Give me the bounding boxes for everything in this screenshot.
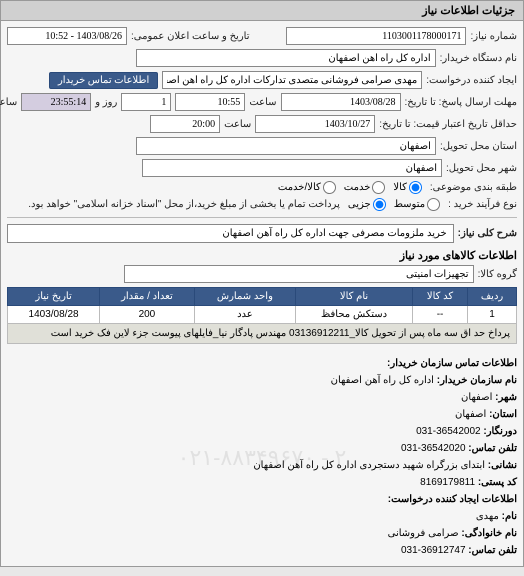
subject-khadamat-radio[interactable]: خدمت xyxy=(344,181,386,194)
purchase-medium-radio[interactable]: متوسط xyxy=(394,198,440,211)
validity-label: حداقل تاریخ اعتبار قیمت: تا تاریخ: xyxy=(379,119,517,130)
details-panel: جزئیات اطلاعات نیاز شماره نیاز: تاریخ و … xyxy=(0,0,524,567)
province-label: شهر: xyxy=(495,392,517,403)
postcode-value: 8169179811 xyxy=(420,477,475,488)
deadline-date-input[interactable] xyxy=(281,93,401,111)
org-label: نام سازمان خریدار: xyxy=(437,375,517,386)
table-cell: 1 xyxy=(468,306,517,324)
table-header: نام کالا xyxy=(296,288,413,306)
delivery-city-input[interactable] xyxy=(142,159,442,177)
table-cell: دستکش محافظ xyxy=(296,306,413,324)
table-note-row: پرداخ حد اق سه ماه پس از تحویل کالا_0313… xyxy=(8,324,517,344)
subject-both-radio[interactable]: کالا/خدمت xyxy=(278,181,336,194)
table-cell: -- xyxy=(413,306,468,324)
address-value: ابتدای بزرگراه شهید دستجردی اداره کل راه… xyxy=(253,460,485,471)
contact-section: ۰۲۱-۸۸۳۴۹۶۷۰ - ۲ اطلاعات تماس سازمان خری… xyxy=(1,350,523,566)
name-label: نام: xyxy=(502,511,517,522)
need-number-input[interactable] xyxy=(286,27,466,45)
deadline-time-label: ساعت xyxy=(249,97,276,108)
table-row: 1--دستکش محافظعدد2001403/08/28 xyxy=(8,306,517,324)
need-desc-label: شرح کلی نیاز: xyxy=(458,228,517,239)
table-cell: 200 xyxy=(100,306,195,324)
address-label: نشانی: xyxy=(488,460,517,471)
phone-label: تلفن تماس: xyxy=(468,443,517,454)
city-label: استان: xyxy=(489,409,517,420)
fax-value: 36542002-031 xyxy=(416,426,481,437)
panel-title: جزئیات اطلاعات نیاز xyxy=(1,1,523,21)
province-value: اصفهان xyxy=(461,392,492,403)
need-number-label: شماره نیاز: xyxy=(470,31,517,42)
family-value: صرامی فروشانی xyxy=(388,528,459,539)
phone-value: 36542020-031 xyxy=(401,443,466,454)
announce-datetime-input[interactable] xyxy=(7,27,127,45)
purchase-type-label: نوع فرآیند خرید : xyxy=(448,199,517,210)
buyer-org-input[interactable] xyxy=(136,49,436,67)
deadline-time-input[interactable] xyxy=(175,93,245,111)
remaining-suffix: ساعت باقی مانده xyxy=(0,97,17,108)
subject-kala-radio[interactable]: کالا xyxy=(393,181,422,194)
postcode-label: کد پستی: xyxy=(478,477,517,488)
purchase-partial-radio[interactable]: جزیی xyxy=(348,198,386,211)
need-desc-box: خرید ملزومات مصرفی جهت اداره کل راه آهن … xyxy=(7,224,454,243)
delivery-province-input[interactable] xyxy=(136,137,436,155)
remaining-days-label: روز و xyxy=(95,97,117,108)
family-label: نام خانوادگی: xyxy=(461,528,517,539)
delivery-province-label: استان محل تحویل: xyxy=(440,141,517,152)
org-value: اداره کل راه آهن اصفهان xyxy=(331,375,434,386)
goods-group-label: گروه کالا: xyxy=(478,269,517,280)
table-cell: 1403/08/28 xyxy=(8,306,100,324)
purchase-note: پرداخت تمام یا بخشی از مبلغ خرید،از محل … xyxy=(28,199,340,210)
requester-label: ایجاد کننده درخواست: xyxy=(426,75,517,86)
validity-date-input[interactable] xyxy=(255,115,375,133)
table-cell: عدد xyxy=(194,306,295,324)
form-area: شماره نیاز: تاریخ و ساعت اعلان عمومی: نا… xyxy=(1,21,523,350)
goods-group-input[interactable] xyxy=(124,265,474,283)
contact-title1: اطلاعات تماس سازمان خریدار: xyxy=(7,356,517,372)
table-header: تاریخ نیاز xyxy=(8,288,100,306)
deadline-label: مهلت ارسال پاسخ: تا تاریخ: xyxy=(405,97,517,108)
table-header: واحد شمارش xyxy=(194,288,295,306)
city-value: اصفهان xyxy=(455,409,486,420)
phone2-value: 36912747-031 xyxy=(401,545,466,556)
buyer-org-label: نام دستگاه خریدار: xyxy=(440,53,517,64)
subject-type-label: طبقه بندی موضوعی: xyxy=(430,182,517,193)
name-value: مهدی xyxy=(476,511,499,522)
phone2-label: تلفن تماس: xyxy=(468,545,517,556)
delivery-city-label: شهر محل تحویل: xyxy=(446,163,517,174)
remaining-days-input[interactable] xyxy=(121,93,171,111)
goods-table: ردیفکد کالانام کالاواحد شمارشتعداد / مقد… xyxy=(7,287,517,344)
buyer-contact-button[interactable]: اطلاعات تماس خریدار xyxy=(49,72,158,89)
validity-time-input[interactable] xyxy=(150,115,220,133)
validity-time-label: ساعت xyxy=(224,119,251,130)
fax-label: دورنگار: xyxy=(483,426,517,437)
announce-datetime-label: تاریخ و ساعت اعلان عمومی: xyxy=(131,31,250,42)
table-header: ردیف xyxy=(468,288,517,306)
contact-title2: اطلاعات ایجاد کننده درخواست: xyxy=(7,492,517,508)
table-note-cell: پرداخ حد اق سه ماه پس از تحویل کالا_0313… xyxy=(8,324,517,344)
table-header: کد کالا xyxy=(413,288,468,306)
remaining-time-input[interactable] xyxy=(21,93,91,111)
requester-input[interactable] xyxy=(162,71,422,89)
goods-info-title: اطلاعات کالاهای مورد نیاز xyxy=(7,249,517,262)
table-header: تعداد / مقدار xyxy=(100,288,195,306)
